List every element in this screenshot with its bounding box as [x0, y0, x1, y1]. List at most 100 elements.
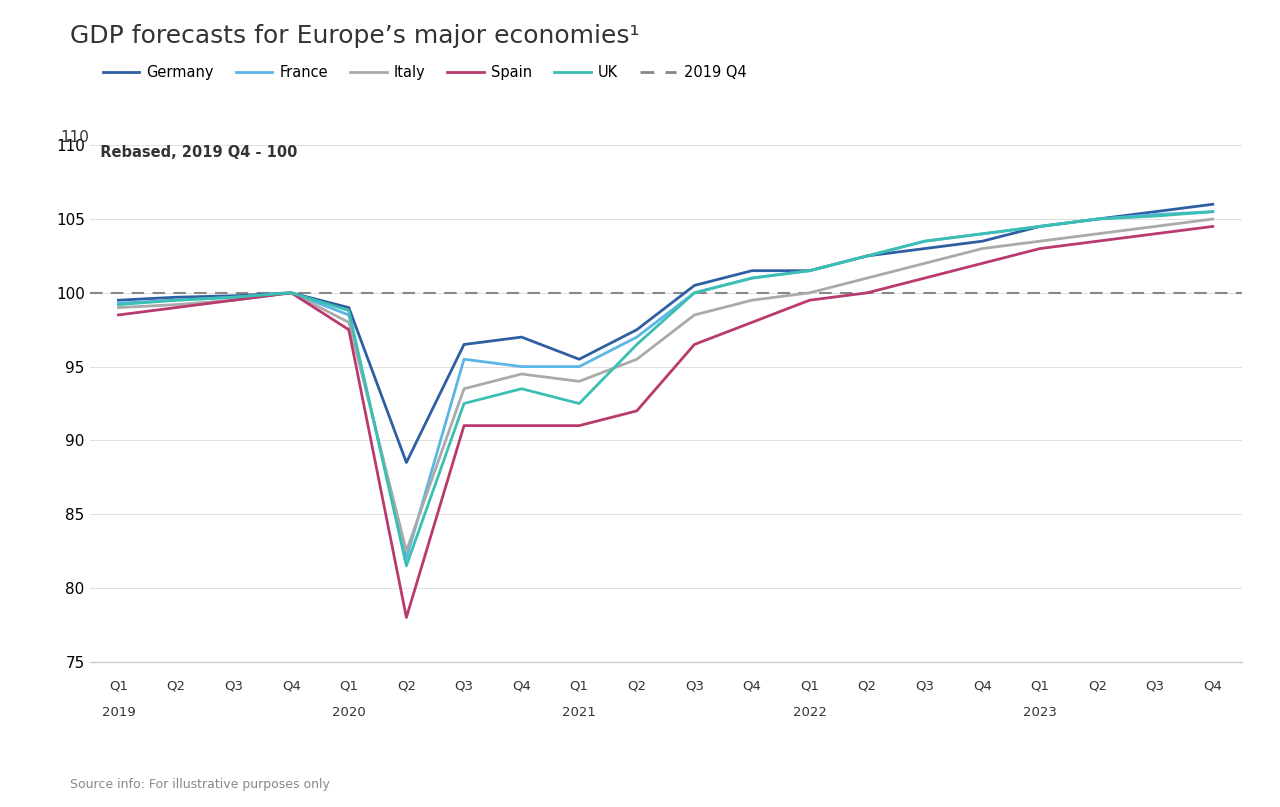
Spain: [1206, 222, 1221, 232]
Text: Q4: Q4: [1203, 679, 1222, 692]
Italy: [975, 244, 991, 253]
UK: [916, 236, 932, 246]
Text: Q2: Q2: [858, 679, 877, 692]
France: [111, 299, 127, 308]
Spain: [227, 295, 242, 305]
Spain: [572, 420, 588, 430]
France: [169, 295, 184, 305]
UK: [1206, 207, 1221, 216]
Spain: [515, 420, 530, 430]
UK: [860, 251, 876, 261]
UK: [975, 229, 991, 239]
France: [284, 288, 300, 298]
Italy: [916, 258, 932, 268]
Germany: [686, 281, 701, 291]
Germany: [457, 340, 472, 349]
Spain: [340, 325, 356, 335]
Italy: [1148, 222, 1164, 232]
Italy: [457, 384, 472, 394]
France: [1206, 207, 1221, 216]
Text: Q3: Q3: [1146, 679, 1165, 692]
UK: [227, 292, 242, 302]
Germany: [572, 354, 588, 364]
Italy: [630, 354, 644, 364]
Spain: [801, 295, 818, 305]
Spain: [975, 258, 991, 268]
Italy: [745, 295, 760, 305]
Text: Rebased, 2019 Q4 - 100: Rebased, 2019 Q4 - 100: [90, 145, 297, 161]
Italy: [340, 317, 356, 327]
UK: [686, 288, 701, 298]
France: [457, 354, 472, 364]
Line: Italy: Italy: [119, 219, 1213, 551]
Germany: [916, 244, 932, 253]
France: [916, 236, 932, 246]
Text: Q1: Q1: [339, 679, 358, 692]
Text: 2023: 2023: [1023, 706, 1057, 719]
Text: Q4: Q4: [282, 679, 301, 692]
Germany: [227, 291, 242, 301]
Italy: [572, 377, 588, 387]
France: [860, 251, 876, 261]
Germany: [515, 332, 530, 342]
Spain: [169, 303, 184, 312]
France: [1091, 214, 1106, 224]
France: [801, 266, 818, 275]
Text: Q2: Q2: [166, 679, 186, 692]
Germany: [111, 295, 127, 305]
France: [399, 554, 415, 563]
Text: 2019: 2019: [101, 706, 136, 719]
France: [515, 362, 530, 371]
France: [1148, 210, 1164, 220]
France: [572, 362, 588, 371]
France: [227, 292, 242, 302]
Italy: [801, 288, 818, 298]
France: [1032, 222, 1047, 232]
Germany: [745, 266, 760, 275]
Germany: [1091, 214, 1106, 224]
Germany: [399, 458, 415, 467]
Spain: [686, 340, 701, 349]
Germany: [1032, 222, 1047, 232]
Germany: [340, 303, 356, 312]
Text: GDP forecasts for Europe’s major economies¹: GDP forecasts for Europe’s major economi…: [70, 24, 640, 48]
Spain: [1032, 244, 1047, 253]
Text: Q3: Q3: [454, 679, 474, 692]
Spain: [745, 317, 760, 327]
Line: France: France: [119, 211, 1213, 558]
Text: Q3: Q3: [915, 679, 934, 692]
UK: [1091, 214, 1106, 224]
France: [686, 288, 701, 298]
Italy: [860, 274, 876, 283]
Spain: [916, 274, 932, 283]
Italy: [169, 299, 184, 309]
Italy: [686, 310, 701, 320]
UK: [284, 288, 300, 298]
Text: 2022: 2022: [792, 706, 827, 719]
Germany: [801, 266, 818, 275]
UK: [630, 340, 644, 349]
Text: 2020: 2020: [332, 706, 366, 719]
Text: 2021: 2021: [562, 706, 596, 719]
Line: UK: UK: [119, 211, 1213, 566]
UK: [572, 399, 588, 408]
Spain: [457, 420, 472, 430]
Italy: [399, 546, 415, 556]
Italy: [515, 369, 530, 378]
Italy: [284, 288, 300, 298]
UK: [457, 399, 472, 408]
Text: Q4: Q4: [973, 679, 992, 692]
Spain: [630, 406, 644, 416]
Text: Q4: Q4: [742, 679, 762, 692]
Text: 110: 110: [60, 131, 90, 145]
Line: Germany: Germany: [119, 204, 1213, 462]
Text: Q1: Q1: [109, 679, 128, 692]
UK: [399, 561, 415, 571]
Spain: [1148, 229, 1164, 239]
UK: [1148, 211, 1164, 221]
Italy: [1091, 229, 1106, 239]
Text: Q2: Q2: [397, 679, 416, 692]
Spain: [399, 613, 415, 622]
Germany: [169, 292, 184, 302]
UK: [1032, 222, 1047, 232]
